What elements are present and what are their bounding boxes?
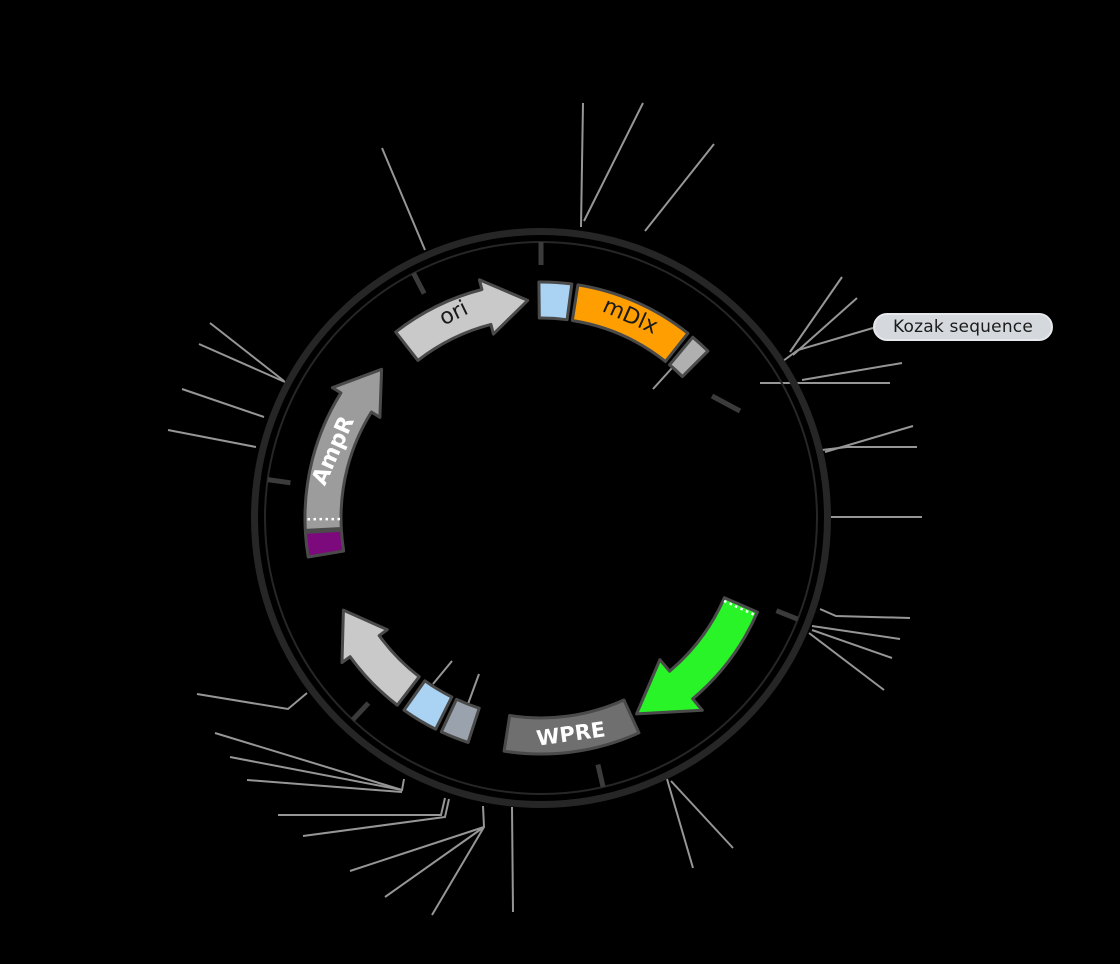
segment-mark [710,393,742,414]
feature-box-blue-top[interactable] [537,280,574,322]
leader-line [811,625,901,640]
plasmid-ring-inner [264,241,818,795]
leader-line [644,143,715,232]
leader-line [467,673,480,705]
leader-line [580,102,584,228]
leader-line [196,692,308,711]
leader-line [808,632,885,691]
ring-tick [350,701,371,722]
leader-line [811,629,893,659]
leader-line [349,826,485,872]
feature-box-gray-top[interactable] [668,335,710,379]
feature-wpre[interactable] [502,698,641,756]
leader-line [819,608,911,619]
feature-arrow-bottom-left[interactable] [340,608,421,707]
leader-line [670,780,734,849]
feature-ampr[interactable] [303,367,384,532]
leader-line [792,297,858,356]
feature-ori[interactable] [394,278,530,362]
feature-box-blue-bottom[interactable] [402,679,454,731]
leader-line [666,778,694,869]
leader-line [381,147,426,251]
leader-line [789,276,843,353]
feature-box-gray-bottom[interactable] [439,697,481,744]
leader-line [209,322,285,382]
ring-tick [775,608,799,622]
leader-line [167,429,257,448]
leader-line [511,806,514,913]
leader-line [384,826,485,898]
leader-line [583,102,644,222]
leader-line [431,805,486,916]
leader-line [302,798,450,837]
feature-mdlx[interactable] [570,283,690,363]
leader-line [782,327,874,362]
ring-tick [595,763,606,788]
leader-line [198,343,286,383]
leader-line [214,732,405,792]
leader-line [246,779,403,793]
leader-line [821,446,917,451]
leader-line [181,388,265,418]
ring-tick [267,477,291,486]
kozak-sequence-label[interactable]: Kozak sequence [873,313,1053,341]
leader-line [432,660,453,685]
leader-line [652,367,673,390]
ring-tick [411,272,427,295]
feature-green-arrow[interactable] [635,596,759,716]
leader-line [229,756,403,791]
plasmid-ring-outer [251,228,831,808]
feature-box-purple[interactable] [303,528,346,559]
leader-line [278,797,446,816]
leader-line [801,362,903,381]
